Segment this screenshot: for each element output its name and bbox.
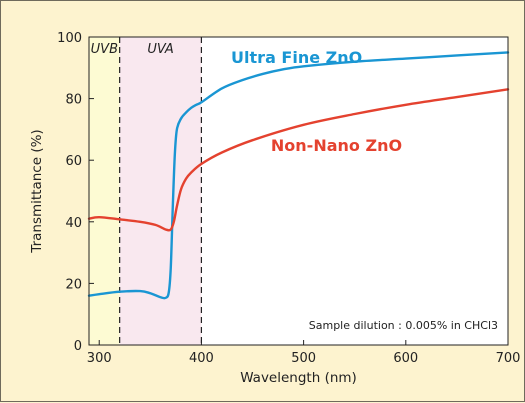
y-axis-title: Transmittance (%) (29, 129, 45, 253)
axis-ticks: 300 400 500 600 700 0 20 40 60 80 100 (57, 31, 520, 366)
y-tick-label-0: 0 (74, 339, 82, 354)
plot-area-frame (88, 36, 509, 346)
x-axis-title: Wavelength (nm) (240, 370, 357, 386)
y-tick-label-60: 60 (65, 154, 82, 169)
band-boundaries (119, 37, 203, 345)
x-tick-label-500: 500 (291, 351, 316, 366)
series-line-0 (87, 51, 510, 300)
band-uvb (89, 37, 120, 345)
series-label-non-nano-zno: Non-Nano ZnO (271, 136, 402, 155)
y-tick-label-40: 40 (65, 216, 82, 231)
band-label-uvb: UVB (91, 42, 118, 57)
sample-dilution-note: Sample dilution : 0.005% in CHCl3 (309, 319, 498, 332)
x-tick-label-400: 400 (189, 351, 214, 366)
uv-bands (89, 37, 508, 345)
x-tick-label-600: 600 (393, 351, 418, 366)
band-label-uva: UVA (147, 42, 173, 57)
series-lines (87, 51, 510, 300)
series-line-1 (87, 88, 510, 232)
y-tick-label-100: 100 (57, 31, 82, 46)
band-uva (119, 37, 202, 345)
series-label-ultra-fine-zno: Ultra Fine ZnO (231, 48, 362, 67)
y-tick-label-80: 80 (65, 93, 82, 108)
y-tick-label-20: 20 (65, 277, 82, 292)
x-tick-label-300: 300 (87, 351, 112, 366)
x-tick-label-700: 700 (496, 351, 521, 366)
